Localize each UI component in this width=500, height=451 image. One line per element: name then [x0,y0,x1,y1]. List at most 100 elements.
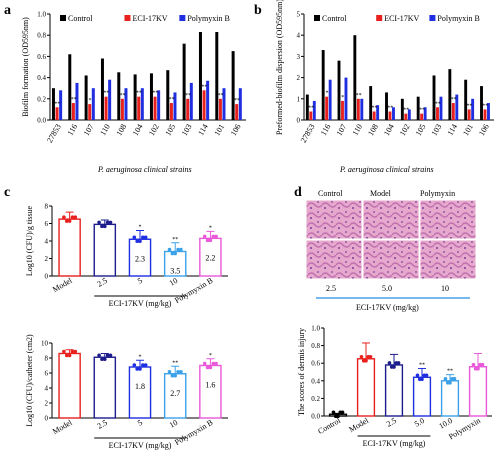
significance-mark: ** [466,103,472,109]
histology-dose-label-2-5: 2.5 [326,284,336,293]
legend-entry: ECI-17KV [384,14,419,23]
y-tick-label: 10 [41,340,49,348]
data-point [179,369,183,374]
y-tick-label: 3 [297,53,301,61]
data-point [443,377,448,381]
data-point [473,366,478,371]
data-point [64,219,69,223]
bar [440,380,460,417]
data-point [105,220,110,225]
y-tick-label: 0.8 [311,342,320,350]
significance-mark: ** [482,103,488,109]
bar-control [117,72,121,120]
y-axis-label: The scores of dermis injury [297,328,306,416]
data-point [176,369,180,374]
histology-dose-label-10: 10 [441,284,449,293]
log-reduction-label: 2.7 [170,389,180,398]
y-tick-label: 0.6 [311,360,320,368]
data-point [359,355,364,359]
y-axis-label: Log10 (CFU)/g tissue [25,205,34,276]
histology-image-control [305,199,363,240]
y-tick-label: 1.0 [37,11,46,19]
data-point [167,247,172,252]
y-tick-label: 6 [45,370,49,378]
bar [58,352,81,419]
histology-image-model [362,199,420,240]
data-point [67,219,72,223]
x-tick-label: 110 [351,123,365,138]
histology-panel: Control Model Polymyxin 2.5 5.0 10 ECI-1… [305,189,477,312]
bar-control [432,75,436,120]
y-tick-label: 0 [45,273,49,281]
bar-polymyxin-b [140,88,144,120]
bar-polymyxin-b [423,107,427,120]
bar-eci-17kv [356,98,360,120]
bar-polymyxin-b [376,105,380,120]
bar-control [231,51,235,120]
data-point [173,373,177,378]
histology-image-dose-10 [419,239,477,280]
chart-catheter-cfu: 0 2 4 6 8 10 Log10 (CFU)/catheter (cm2) Model 2.… [25,334,228,450]
y-tick-label: 2 [45,400,49,408]
bar-control [400,98,404,120]
data-point [70,349,75,354]
bar-control [133,74,137,120]
bar-eci-17kv [235,104,239,120]
bar [412,376,432,417]
x-tick-label: Model [51,418,74,437]
legend-entry: Control [322,14,347,23]
dose-group-label: ECI-17KV (mg/kg) [109,441,172,450]
x-tick-label: Model [51,276,74,295]
histology-image-dose-2-5 [305,239,363,280]
significance-mark: ** [387,106,393,112]
significance-mark: ** [120,93,126,99]
log-reduction-label: 3.5 [170,267,180,276]
y-tick-label: 8 [45,355,49,363]
x-tick-label: 108 [114,123,128,138]
significance-mark: * [209,353,212,359]
bar-control [369,86,373,120]
histology-dose-caption: ECI-17KV (mg/kg) [356,303,419,312]
y-tick-label: 0.6 [37,53,46,61]
bar [199,364,222,419]
data-point [138,367,142,371]
dose-group-label: ECI-17KV (mg/kg) [109,299,172,308]
data-point [108,353,113,358]
x-tick-label: 106 [229,123,243,138]
data-point [103,357,107,362]
data-point [338,410,343,415]
bar-eci-17kv [451,103,455,120]
data-point [97,220,101,225]
data-point [132,235,137,240]
bar-eci-17kv [153,96,157,120]
data-point [73,349,78,354]
significance-mark: ** [447,369,453,375]
bar-control [68,54,72,120]
bar-control [100,58,104,120]
data-point [100,224,104,229]
histology-image-polymyxin [419,199,477,240]
x-tick-label: 116 [319,123,333,138]
data-point [478,362,483,367]
strain-caption-b: P. aeruginosa clinical strains [339,165,434,174]
bar-polymyxin-b [471,98,475,120]
bar-control [353,35,357,121]
x-tick-label: 102 [147,123,161,138]
bar-control [480,86,483,120]
x-tick-label: 101 [212,123,226,138]
data-point [70,215,75,219]
panel-label-a: a [4,3,11,18]
significance-mark: ** [201,84,207,90]
bar-control [166,70,170,120]
x-tick-label: 2.5 [96,418,109,431]
x-tick-label: 2.5 [96,276,109,289]
histology-header-model: Model [370,189,392,198]
data-point [422,373,427,378]
x-tick-label: 106 [477,123,491,138]
y-tick-label: 0.0 [37,117,46,125]
data-point [97,353,101,358]
data-point [211,234,216,239]
legend-entry: Polymyxin B [437,14,479,23]
y-tick-label: 0 [45,415,49,423]
